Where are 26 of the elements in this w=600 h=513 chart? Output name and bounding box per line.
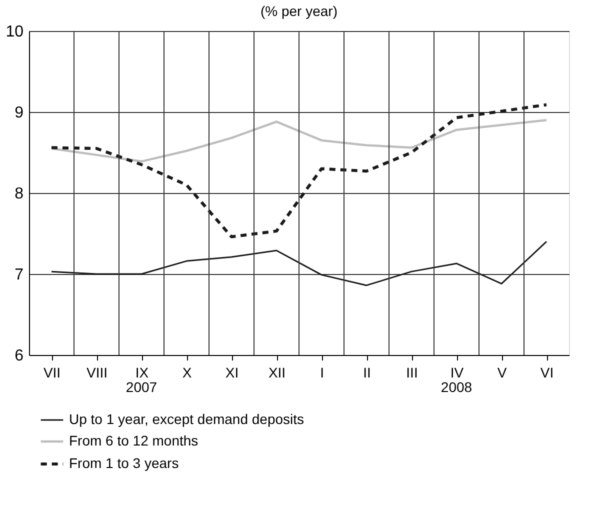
x-tick-label: IX bbox=[135, 364, 150, 380]
y-tick-label: 10 bbox=[6, 24, 24, 40]
x-tick-label: XI bbox=[225, 364, 239, 380]
chart-title: (% per year) bbox=[260, 3, 338, 19]
x-tick-label: V bbox=[497, 364, 508, 380]
line-series bbox=[50, 240, 548, 286]
y-tick-label: 8 bbox=[14, 186, 24, 202]
y-tick-label: 6 bbox=[14, 348, 24, 364]
legend-label: From 1 to 3 years bbox=[69, 455, 179, 471]
x-tick-label: VII bbox=[43, 364, 61, 380]
x-tick-label: VIII bbox=[86, 364, 108, 380]
legend-label: From 6 to 12 months bbox=[69, 432, 198, 448]
x-tick-label: I bbox=[320, 364, 324, 380]
line-series bbox=[50, 118, 548, 163]
x-tick-label: X bbox=[182, 364, 192, 380]
line-series bbox=[50, 103, 548, 238]
x-tick-label: III bbox=[406, 364, 418, 380]
legend-label: Up to 1 year, except demand deposits bbox=[69, 411, 304, 427]
x-tick-label: II bbox=[363, 364, 371, 380]
x-tick-label: XII bbox=[268, 364, 286, 380]
x-tick-label: IV bbox=[450, 364, 464, 380]
x-tick-label: VI bbox=[540, 364, 554, 380]
text: 2008 bbox=[440, 379, 472, 395]
y-tick-label: 7 bbox=[14, 266, 24, 284]
text: 2007 bbox=[126, 379, 158, 395]
y-tick-label: 9 bbox=[14, 104, 24, 122]
